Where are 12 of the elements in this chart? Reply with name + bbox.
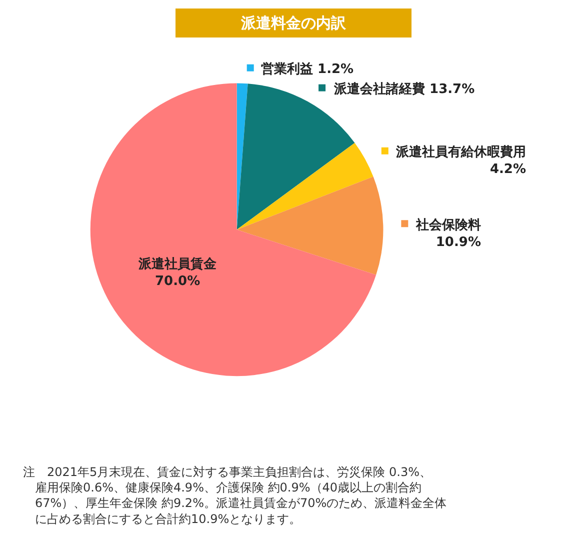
slice-label: 派遣社員賃金 — [138, 256, 218, 272]
data-label: 70.0% — [155, 274, 200, 290]
legend-label: 派遣社員有給休暇費用 — [395, 144, 526, 160]
data-label: 4.2% — [490, 162, 526, 177]
data-label: 10.9% — [436, 234, 481, 250]
pie-slice — [236, 142, 374, 230]
legend-label: 派遣会社諸経費 13.7% — [333, 81, 475, 97]
pie-slice — [236, 176, 384, 275]
chart-title: 派遣料金の内訳 — [181, 14, 406, 32]
text: 注 2021年5月末現在、賃金に対する事業主負担割合は、労災保険 0.3%、雇用保険0.6%、健康保険4.9%、介護保険 約0.9%（40歳以上の割合約67%）、厚生年金保険 約9.2%。派遣社員賃金が70%のため、派遣料金全体に占める割合にすると合計約10.9%となります。 — [23, 465, 447, 526]
legend-label: 社会保険料 — [415, 217, 481, 233]
legend-label: 営業利益 1.2% — [261, 61, 354, 77]
